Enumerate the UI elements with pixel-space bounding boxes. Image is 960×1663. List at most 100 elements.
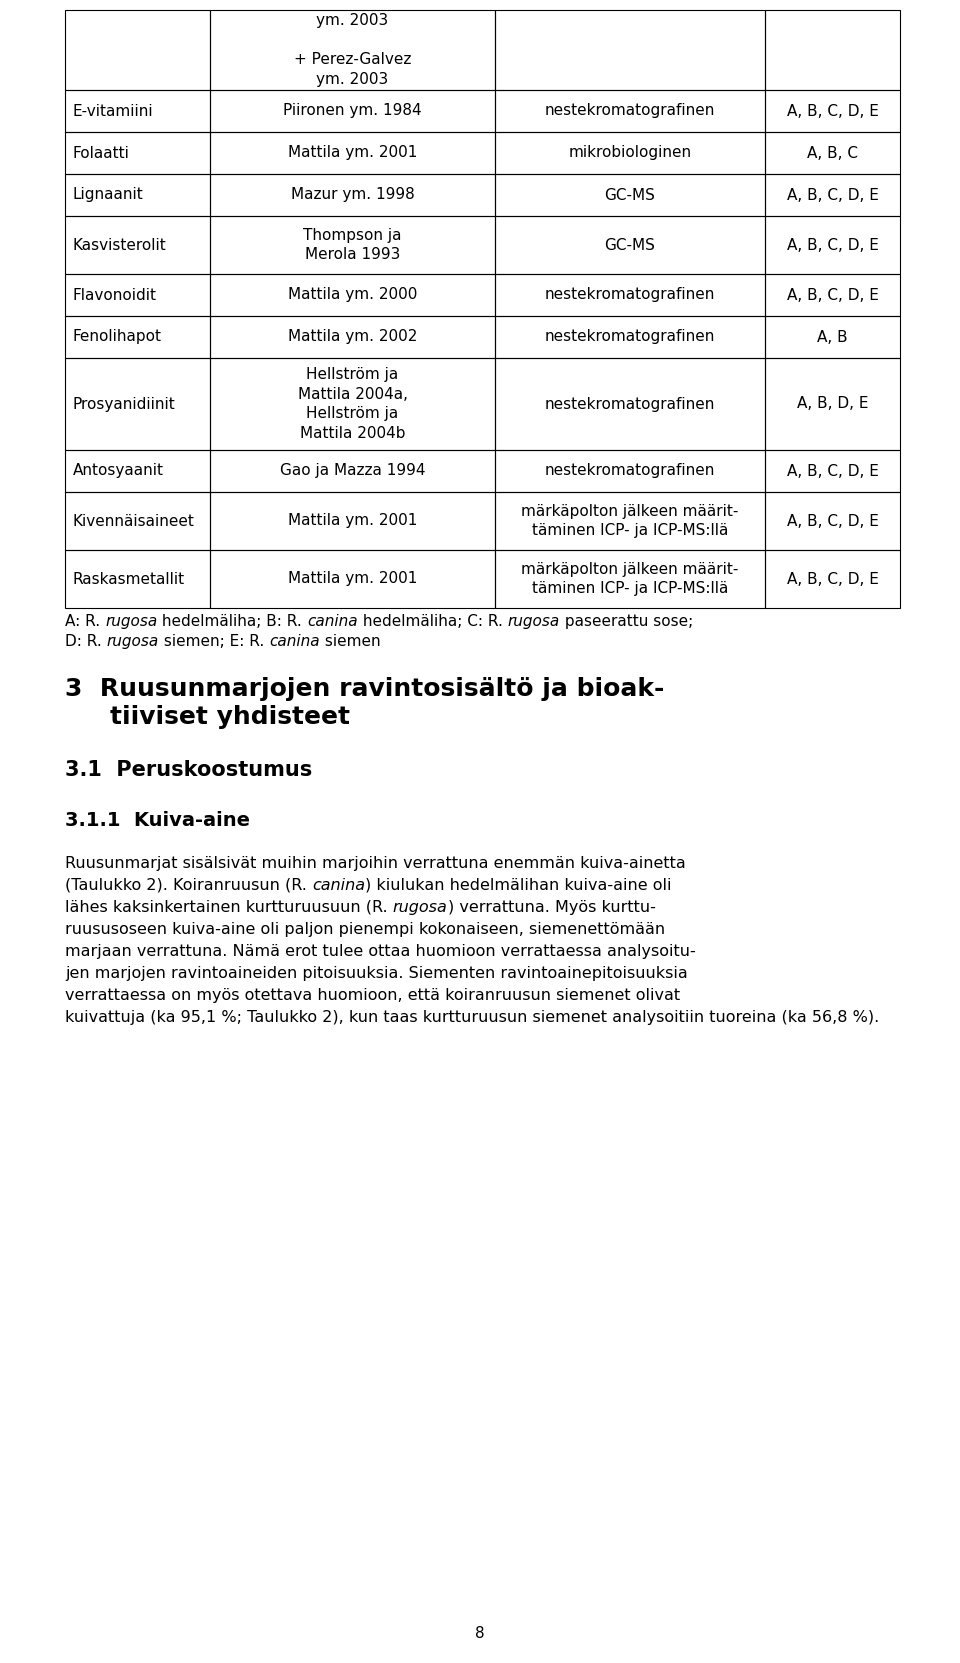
Bar <box>495 10 765 90</box>
Text: canina: canina <box>312 878 365 893</box>
Bar <box>210 451 495 492</box>
Bar <box>765 274 900 316</box>
Text: hedelmäliha; B: R.: hedelmäliha; B: R. <box>157 614 307 629</box>
Bar <box>210 10 495 90</box>
Text: märkäpolton jälkeen määrit-
täminen ICP- ja ICP-MS:llä: märkäpolton jälkeen määrit- täminen ICP-… <box>521 504 738 539</box>
Text: paseerattu sose;: paseerattu sose; <box>560 614 693 629</box>
Bar <box>210 492 495 550</box>
Text: siemen; E: R.: siemen; E: R. <box>158 634 269 649</box>
Text: A, B: A, B <box>817 329 848 344</box>
Text: Prosyanidiinit: Prosyanidiinit <box>73 396 176 411</box>
Text: Mazur ym. 1998: Mazur ym. 1998 <box>291 188 415 203</box>
Text: Kivennäisaineet: Kivennäisaineet <box>73 514 195 529</box>
Bar <box>210 550 495 609</box>
Text: Mattila ym. 2000: Mattila ym. 2000 <box>288 288 418 303</box>
Text: Antosyaanit: Antosyaanit <box>73 464 164 479</box>
Bar <box>765 216 900 274</box>
Bar <box>765 451 900 492</box>
Text: A: R.: A: R. <box>65 614 105 629</box>
Bar <box>65 175 210 216</box>
Text: ruususoseen kuiva-aine oli paljon pienempi kokonaiseen, siemenettömään: ruususoseen kuiva-aine oli paljon pienem… <box>65 921 665 936</box>
Text: Hellström ja
Mattila 2004a,
Hellström ja
Mattila 2004b: Hellström ja Mattila 2004a, Hellström ja… <box>298 368 407 441</box>
Bar <box>210 90 495 131</box>
Bar <box>765 175 900 216</box>
Text: marjaan verrattuna. Nämä erot tulee ottaa huomioon verrattaessa analysoitu-: marjaan verrattuna. Nämä erot tulee otta… <box>65 945 696 960</box>
Text: A, B, C, D, E: A, B, C, D, E <box>786 288 878 303</box>
Text: ym. 2003

+ Perez-Galvez
ym. 2003: ym. 2003 + Perez-Galvez ym. 2003 <box>294 13 411 86</box>
Text: ) kiulukan hedelmälihan kuiva-aine oli: ) kiulukan hedelmälihan kuiva-aine oli <box>365 878 671 893</box>
Bar <box>495 90 765 131</box>
Bar <box>65 90 210 131</box>
Text: Mattila ym. 2001: Mattila ym. 2001 <box>288 514 418 529</box>
Bar <box>495 451 765 492</box>
Text: A, B, C, D, E: A, B, C, D, E <box>786 188 878 203</box>
Text: Mattila ym. 2001: Mattila ym. 2001 <box>288 572 418 587</box>
Text: lähes kaksinkertainen kurtturuusuun (R.: lähes kaksinkertainen kurtturuusuun (R. <box>65 900 393 915</box>
Text: A, B, C: A, B, C <box>807 145 858 161</box>
Text: nestekromatografinen: nestekromatografinen <box>545 288 715 303</box>
Bar <box>495 492 765 550</box>
Text: märkäpolton jälkeen määrit-
täminen ICP- ja ICP-MS:llä: märkäpolton jälkeen määrit- täminen ICP-… <box>521 562 738 597</box>
Text: GC-MS: GC-MS <box>605 238 656 253</box>
Text: (Taulukko 2). Koiranruusun (R.: (Taulukko 2). Koiranruusun (R. <box>65 878 312 893</box>
Text: Flavonoidit: Flavonoidit <box>73 288 157 303</box>
Text: D: R.: D: R. <box>65 634 107 649</box>
Bar <box>65 316 210 358</box>
Text: nestekromatografinen: nestekromatografinen <box>545 396 715 411</box>
Bar <box>65 492 210 550</box>
Bar <box>65 451 210 492</box>
Bar <box>495 550 765 609</box>
Bar <box>765 550 900 609</box>
Text: tiiviset yhdisteet: tiiviset yhdisteet <box>110 705 350 728</box>
Text: A, B, C, D, E: A, B, C, D, E <box>786 514 878 529</box>
Bar <box>495 131 765 175</box>
Bar <box>495 358 765 451</box>
Text: nestekromatografinen: nestekromatografinen <box>545 103 715 118</box>
Bar <box>65 131 210 175</box>
Text: Raskasmetallit: Raskasmetallit <box>73 572 185 587</box>
Text: rugosa: rugosa <box>393 900 447 915</box>
Bar <box>495 316 765 358</box>
Text: nestekromatografinen: nestekromatografinen <box>545 329 715 344</box>
Text: GC-MS: GC-MS <box>605 188 656 203</box>
Bar <box>765 358 900 451</box>
Text: 3.1.1  Kuiva-aine: 3.1.1 Kuiva-aine <box>65 812 250 830</box>
Bar <box>495 274 765 316</box>
Text: Mattila ym. 2002: Mattila ym. 2002 <box>288 329 418 344</box>
Text: ) verrattuna. Myös kurttu-: ) verrattuna. Myös kurttu- <box>447 900 656 915</box>
Bar <box>765 90 900 131</box>
Text: A, B, C, D, E: A, B, C, D, E <box>786 103 878 118</box>
Text: 8: 8 <box>475 1626 485 1641</box>
Text: rugosa: rugosa <box>107 634 158 649</box>
Text: Folaatti: Folaatti <box>73 145 130 161</box>
Text: Piironen ym. 1984: Piironen ym. 1984 <box>283 103 421 118</box>
Text: canina: canina <box>269 634 320 649</box>
Text: Mattila ym. 2001: Mattila ym. 2001 <box>288 145 418 161</box>
Text: Ruusunmarjat sisälsivät muihin marjoihin verrattuna enemmän kuiva-ainetta: Ruusunmarjat sisälsivät muihin marjoihin… <box>65 856 685 871</box>
Bar <box>765 131 900 175</box>
Bar <box>65 216 210 274</box>
Text: A, B, D, E: A, B, D, E <box>797 396 868 411</box>
Bar <box>210 175 495 216</box>
Text: Kasvisterolit: Kasvisterolit <box>73 238 167 253</box>
Bar <box>65 550 210 609</box>
Bar <box>65 274 210 316</box>
Bar <box>495 175 765 216</box>
Text: 3  Ruusunmarjojen ravintosisältö ja bioak-: 3 Ruusunmarjojen ravintosisältö ja bioak… <box>65 677 664 702</box>
Text: canina: canina <box>307 614 357 629</box>
Text: kuivattuja (ka 95,1 %; Taulukko 2), kun taas kurtturuusun siemenet analysoitiin : kuivattuja (ka 95,1 %; Taulukko 2), kun … <box>65 1009 879 1024</box>
Bar <box>210 131 495 175</box>
Bar <box>210 316 495 358</box>
Text: mikrobiologinen: mikrobiologinen <box>568 145 691 161</box>
Text: E-vitamiini: E-vitamiini <box>73 103 154 118</box>
Text: rugosa: rugosa <box>105 614 157 629</box>
Text: siemen: siemen <box>320 634 380 649</box>
Text: rugosa: rugosa <box>507 614 560 629</box>
Bar <box>65 358 210 451</box>
Text: jen marjojen ravintoaineiden pitoisuuksia. Siementen ravintoainepitoisuuksia: jen marjojen ravintoaineiden pitoisuuksi… <box>65 966 687 981</box>
Text: Lignaanit: Lignaanit <box>73 188 144 203</box>
Text: nestekromatografinen: nestekromatografinen <box>545 464 715 479</box>
Bar <box>210 216 495 274</box>
Text: A, B, C, D, E: A, B, C, D, E <box>786 572 878 587</box>
Bar <box>765 10 900 90</box>
